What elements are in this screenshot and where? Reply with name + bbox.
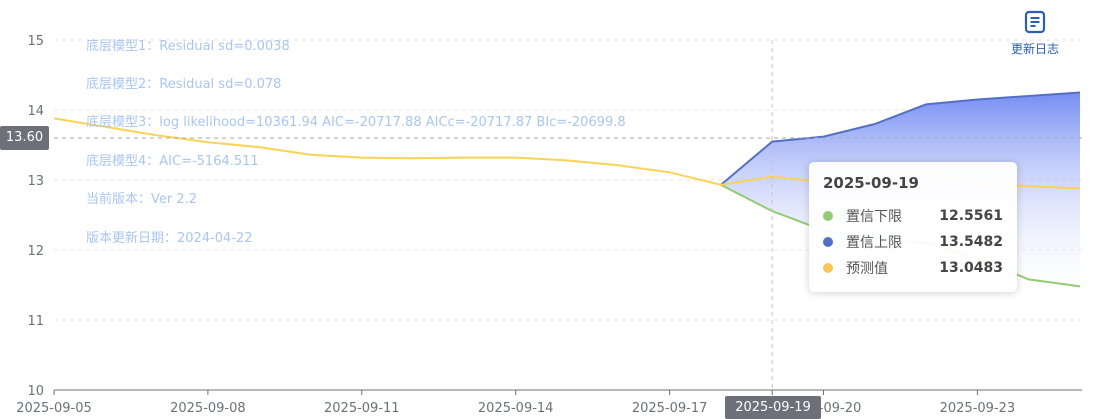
tooltip-dot-lower <box>823 211 833 221</box>
x-tick-label-2025-09-14: 2025-09-14 <box>478 401 554 416</box>
x-tick-label-2025-09-08: 2025-09-08 <box>170 401 246 416</box>
x-tick-label-2025-09-17: 2025-09-17 <box>632 401 708 416</box>
version-info: 当前版本：Ver 2.2 <box>86 192 198 207</box>
y-tick-label-11: 11 <box>27 314 44 329</box>
model-info-3: 底层模型3：log likelihood=10361.94 AIC=-20717… <box>86 115 626 130</box>
y-tick-label-14: 14 <box>27 104 44 119</box>
tooltip-name-prediction: 预测值 <box>846 261 888 277</box>
x-tick-label-2025-09-23: 2025-09-23 <box>940 401 1016 416</box>
chart-tooltip: 2025-09-19 置信下限 12.5561 置信上限 13.5482 预测值… <box>809 162 1017 292</box>
model-info-1: 底层模型1：Residual sd=0.0038 <box>86 39 290 54</box>
tooltip-row-prediction: 预测值 13.0483 <box>823 255 1003 281</box>
tooltip-dot-prediction <box>823 263 833 273</box>
document-icon <box>1024 10 1046 34</box>
model-info-2: 底层模型2：Residual sd=0.078 <box>86 77 282 92</box>
tooltip-title: 2025-09-19 <box>823 174 919 192</box>
tooltip-row-lower: 置信下限 12.5561 <box>823 203 1003 229</box>
x-axis-pointer-label: 2025-09-19 <box>725 396 821 419</box>
tooltip-row-upper: 置信上限 13.5482 <box>823 229 1003 255</box>
changelog-label: 更新日志 <box>1010 42 1059 56</box>
y-tick-label-12: 12 <box>27 244 44 259</box>
tooltip-name-upper: 置信上限 <box>846 235 902 251</box>
tooltip-dot-upper <box>823 237 833 247</box>
tooltip-value-upper: 13.5482 <box>939 234 1003 250</box>
changelog-button[interactable]: 更新日志 <box>1002 10 1068 57</box>
y-tick-label-13: 13 <box>27 174 44 189</box>
series-line-upper <box>720 91 1081 186</box>
tooltip-value-prediction: 13.0483 <box>939 260 1003 276</box>
tooltip-value-lower: 12.5561 <box>939 208 1003 224</box>
x-tick-label-2025-09-05: 2025-09-05 <box>16 401 92 416</box>
model-info-4: 底层模型4：AIC=-5164.511 <box>86 154 259 169</box>
y-tick-label-15: 15 <box>27 34 44 49</box>
x-tick-label-2025-09-11: 2025-09-11 <box>324 401 400 416</box>
y-tick-label-10: 10 <box>27 384 44 399</box>
tooltip-name-lower: 置信下限 <box>846 209 902 225</box>
y-axis-pointer-label: 13.60 <box>0 126 49 150</box>
update-date-info: 版本更新日期：2024-04-22 <box>86 231 253 246</box>
